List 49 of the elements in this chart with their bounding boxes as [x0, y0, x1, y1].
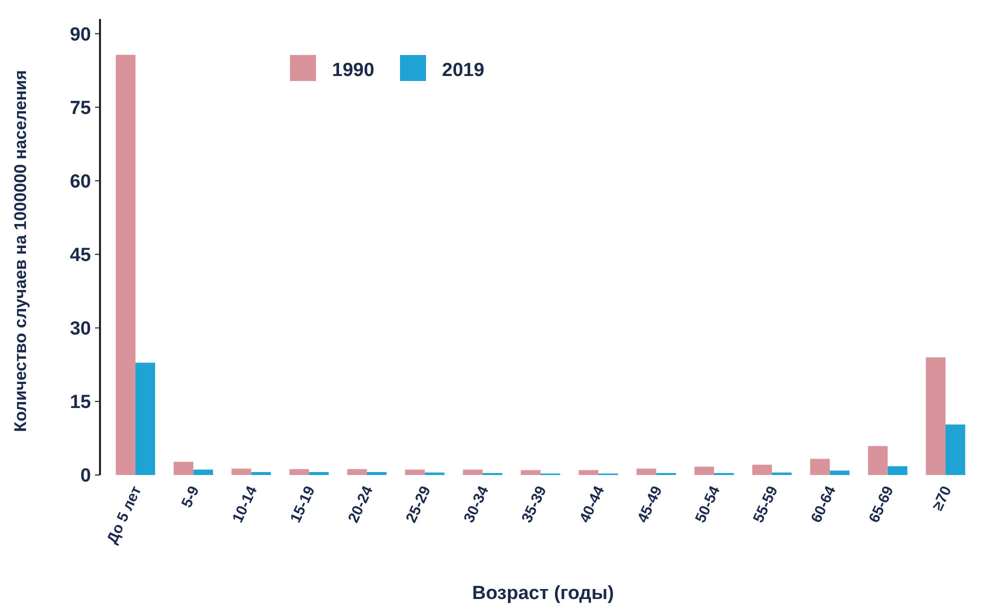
- x-axis-title: Возраст (годы): [472, 583, 614, 604]
- x-tick-label: 30-34: [460, 482, 493, 526]
- y-tick-label: 60: [70, 171, 91, 192]
- x-tick-label: 20-24: [344, 482, 377, 526]
- x-tick-label: 60-64: [808, 482, 840, 526]
- y-tick-label: 15: [70, 392, 92, 414]
- bar: [946, 424, 966, 475]
- legend-label: 2019: [442, 60, 484, 81]
- bar: [309, 472, 329, 475]
- x-tick-label: 65-69: [866, 484, 898, 526]
- x-tick-label: 50-54: [692, 482, 724, 526]
- bar: [636, 468, 656, 475]
- y-tick-label: 0: [80, 466, 91, 487]
- x-tick-label: 15-19: [287, 484, 319, 526]
- y-tick-label: 45: [70, 245, 92, 266]
- y-axis-title: Количество случаев на 1000000 населения: [11, 70, 30, 432]
- x-tick-label: До 5 лет: [104, 484, 146, 546]
- bar: [926, 357, 946, 475]
- bar: [193, 470, 213, 475]
- bar: [752, 464, 772, 475]
- y-tick-label: 75: [70, 98, 92, 119]
- bar: [116, 54, 136, 475]
- y-tick-label: 90: [70, 24, 91, 46]
- bar: [174, 462, 194, 475]
- bar: [868, 446, 888, 475]
- x-tick-label: 10-14: [229, 482, 262, 526]
- bar: [520, 470, 540, 475]
- bar: [462, 470, 483, 475]
- bar: [289, 469, 310, 475]
- bar: [888, 466, 908, 475]
- bar: [135, 362, 156, 475]
- bar: [405, 470, 425, 475]
- x-tick-label: 25-29: [402, 484, 434, 526]
- x-tick-label: ≥70: [929, 484, 956, 514]
- x-tick-label: 40-44: [576, 482, 608, 526]
- bar: [810, 458, 830, 475]
- bar: [251, 472, 271, 475]
- x-tick-label: 55-59: [750, 484, 782, 526]
- bar: [366, 472, 387, 475]
- bar: [347, 469, 367, 475]
- bar: [694, 466, 714, 475]
- y-tick-label: 30: [70, 318, 91, 340]
- x-tick-label: 35-39: [518, 484, 550, 526]
- x-tick-label: 45-49: [634, 484, 666, 526]
- x-tick-label: 5-9: [178, 484, 203, 510]
- bar: [232, 468, 252, 475]
- bar: [830, 470, 850, 475]
- bar: [578, 470, 598, 475]
- legend-label: 1990: [332, 60, 374, 81]
